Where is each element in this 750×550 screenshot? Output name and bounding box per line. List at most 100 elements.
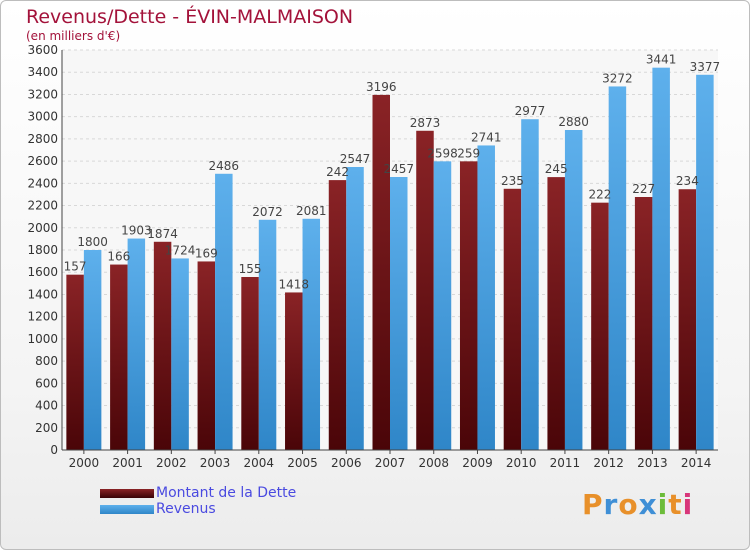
y-tick-label: 2400 <box>27 176 58 190</box>
bar-revenus <box>302 218 321 450</box>
data-label: 1418 <box>279 277 310 291</box>
x-tick-label: 2000 <box>69 456 100 470</box>
bar-dette <box>285 292 303 450</box>
y-tick-label: 2600 <box>27 154 58 168</box>
data-label: 1800 <box>77 235 108 249</box>
x-tick-label: 2011 <box>550 456 581 470</box>
bar-dette <box>110 264 128 450</box>
bar-dette <box>241 277 259 450</box>
bar-dette <box>634 197 653 450</box>
data-label: 2873 <box>410 116 441 130</box>
data-label: 234 <box>676 174 699 188</box>
data-label: 2547 <box>340 152 371 166</box>
y-tick-label: 1600 <box>27 265 58 279</box>
x-tick-label: 2003 <box>200 456 231 470</box>
data-label: 166 <box>107 250 130 264</box>
bar-revenus <box>258 219 277 450</box>
logo-letter: P <box>582 488 604 521</box>
data-label: 157 <box>64 260 87 274</box>
x-tick-label: 2014 <box>681 456 712 470</box>
x-tick-label: 2007 <box>375 456 406 470</box>
data-label: 155 <box>239 262 262 276</box>
x-tick-label: 2012 <box>593 456 624 470</box>
bar-dette <box>372 94 390 450</box>
bar-revenus <box>564 130 583 450</box>
bar-revenus <box>390 177 408 450</box>
bar-revenus <box>171 258 189 450</box>
bar-dette <box>197 261 216 450</box>
y-tick-label: 3400 <box>27 65 58 79</box>
data-label: 1903 <box>121 224 152 238</box>
x-tick-label: 2005 <box>287 456 318 470</box>
data-label: 3272 <box>602 71 633 85</box>
bar-dette <box>459 161 478 451</box>
data-label: 259 <box>457 146 480 160</box>
bar-dette <box>591 202 609 450</box>
bar-revenus <box>215 173 233 450</box>
y-tick-label: 2200 <box>27 199 58 213</box>
data-label: 1874 <box>147 227 178 241</box>
bar-dette <box>503 188 522 450</box>
y-tick-label: 2000 <box>27 221 58 235</box>
x-tick-label: 2001 <box>112 456 143 470</box>
data-label: 3441 <box>646 53 677 67</box>
data-label: 2072 <box>252 205 283 219</box>
bar-dette <box>678 189 697 450</box>
y-tick-label: 2800 <box>27 132 58 146</box>
bar-revenus <box>477 145 495 450</box>
x-tick-label: 2009 <box>462 456 493 470</box>
data-label: 235 <box>501 174 524 188</box>
x-tick-label: 2008 <box>418 456 449 470</box>
y-tick-label: 200 <box>35 421 58 435</box>
data-label: 227 <box>632 182 655 196</box>
y-tick-label: 3200 <box>27 87 58 101</box>
data-label: 3196 <box>366 80 397 94</box>
bar-revenus <box>346 167 364 450</box>
legend-label-revenus: Revenus <box>156 501 216 517</box>
bar-revenus <box>521 119 539 450</box>
legend-label-dette: Montant de la Dette <box>156 485 297 501</box>
y-tick-label: 800 <box>35 354 58 368</box>
y-tick-label: 1800 <box>27 243 58 257</box>
data-label: 3377 <box>690 60 721 74</box>
data-label: 1724 <box>165 243 196 257</box>
bar-dette <box>66 274 84 450</box>
y-tick-label: 0 <box>50 443 58 457</box>
bar-revenus <box>83 250 102 450</box>
data-label: 245 <box>545 162 568 176</box>
legend-swatch-revenus <box>100 505 154 514</box>
data-label: 169 <box>195 246 218 260</box>
bar-dette <box>328 180 347 450</box>
logo-letter: r <box>603 488 619 521</box>
legend-swatch-dette <box>100 489 154 498</box>
y-tick-label: 1400 <box>27 287 58 301</box>
bar-revenus <box>433 161 452 451</box>
data-label: 2880 <box>558 115 589 129</box>
bar-dette <box>153 241 172 450</box>
y-tick-label: 1200 <box>27 310 58 324</box>
bar-revenus <box>696 74 714 451</box>
y-tick-label: 400 <box>35 399 58 413</box>
bar-dette <box>547 177 565 450</box>
x-tick-label: 2004 <box>244 456 275 470</box>
x-tick-label: 2010 <box>506 456 537 470</box>
data-label: 2457 <box>383 162 414 176</box>
y-tick-label: 600 <box>35 376 58 390</box>
bar-revenus <box>608 86 627 450</box>
data-label: 2598 <box>427 146 458 160</box>
y-tick-label: 1000 <box>27 332 58 346</box>
bar-dette <box>416 130 434 450</box>
logo-letter: i <box>682 488 694 521</box>
data-label: 2741 <box>471 130 502 144</box>
proxiti-logo: Proxiti <box>582 488 693 521</box>
x-tick-label: 2002 <box>156 456 187 470</box>
logo-letter: o <box>618 488 639 521</box>
logo-letter: x <box>638 488 658 521</box>
y-tick-label: 3000 <box>27 110 58 124</box>
x-tick-label: 2013 <box>637 456 668 470</box>
data-label: 2486 <box>209 159 240 173</box>
data-label: 242 <box>326 165 349 179</box>
bar-revenus <box>127 238 146 450</box>
y-tick-label: 3600 <box>27 43 58 57</box>
